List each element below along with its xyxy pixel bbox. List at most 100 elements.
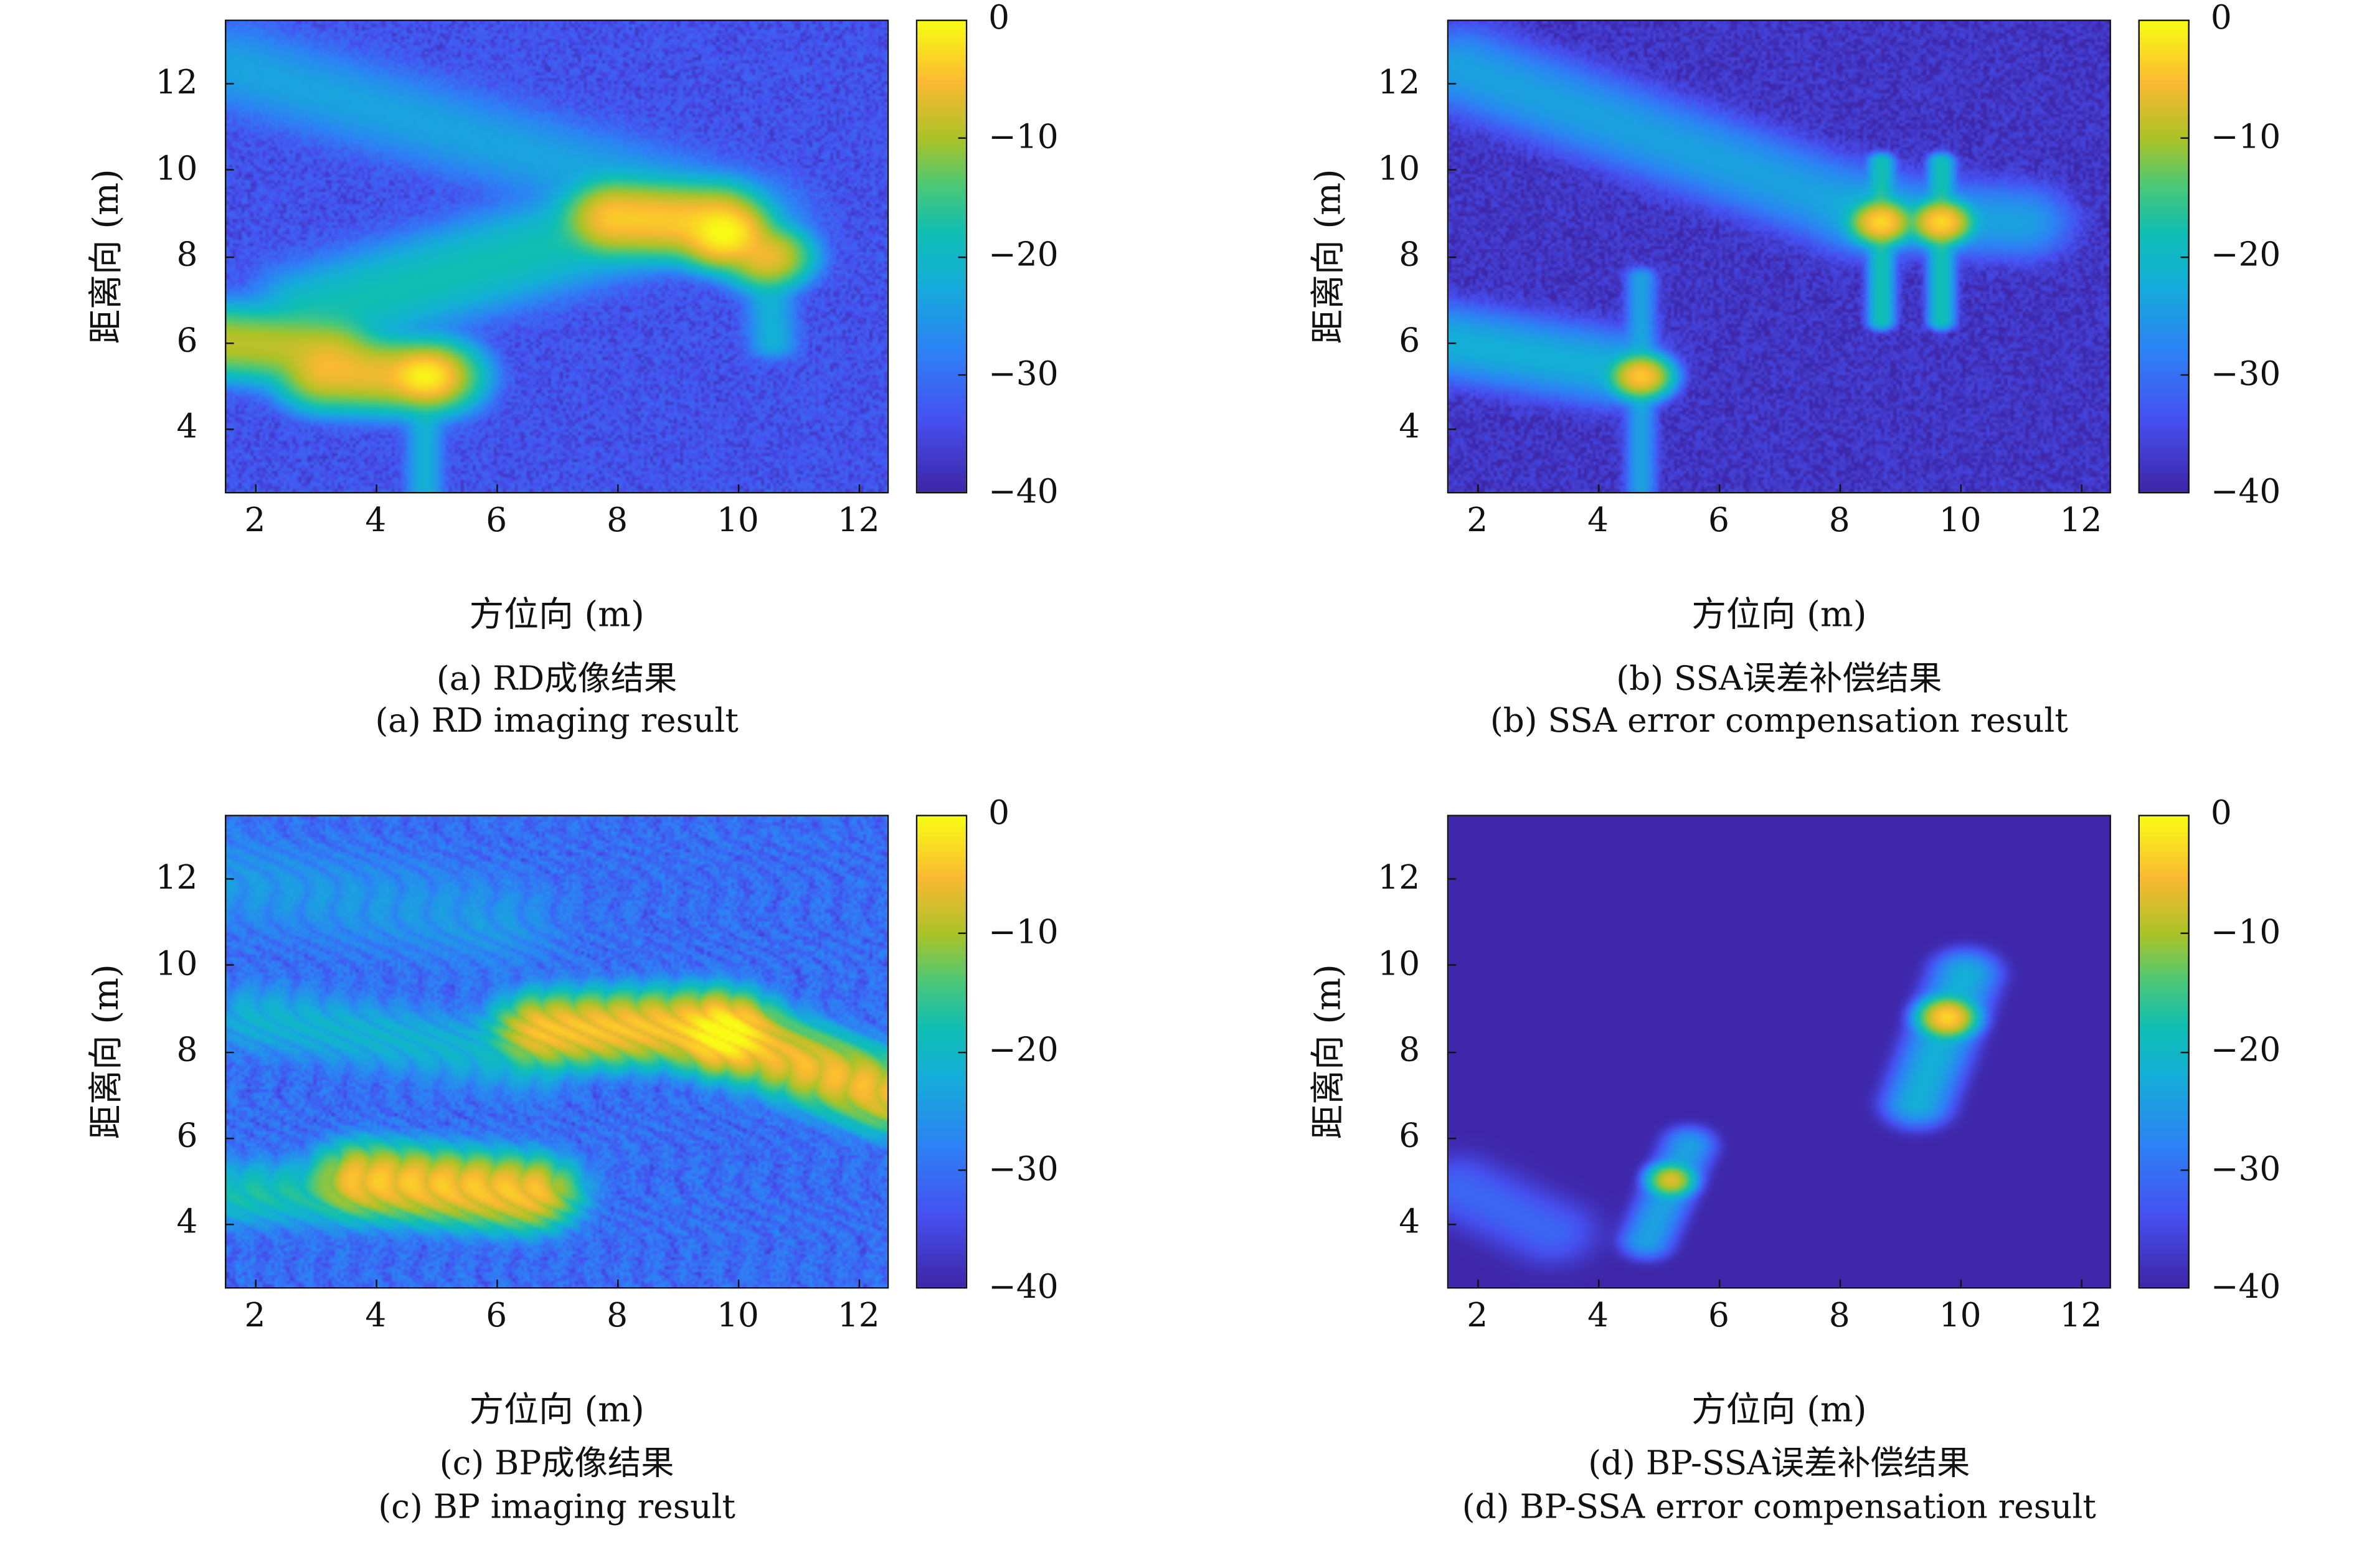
- x-tick-mark: [1718, 1279, 1720, 1287]
- y-tick-label: 6: [176, 323, 198, 361]
- y-tick-mark: [226, 255, 234, 258]
- y-axis-label: 距离向 (m): [1310, 964, 1350, 1140]
- x-tick-mark: [1959, 484, 1961, 492]
- y-tick-mark: [226, 428, 234, 430]
- chart-panel-a: 2 4 6 8 10 12 4 6 8 10 12 0 −10 −20 −30 −40 方位向 (m) 距离向 (…: [0, 0, 1177, 773]
- colorbar-tick-label: −40: [988, 1268, 1059, 1307]
- x-tick-label: 10: [1939, 1297, 1982, 1336]
- y-tick-label: 12: [155, 64, 198, 103]
- y-tick-label: 4: [176, 409, 198, 447]
- heatmap-axes: [1447, 19, 2111, 494]
- x-tick-label: 2: [244, 502, 266, 541]
- x-tick-label: 12: [837, 502, 880, 541]
- colorbar-tick-label: 0: [988, 795, 1010, 833]
- y-axis-label: 距离向 (m): [87, 169, 127, 344]
- colorbar-tick-mark: [2180, 374, 2188, 376]
- colorbar-tick-label: −40: [2210, 1268, 2281, 1307]
- colorbar-tick-mark: [2180, 1051, 2188, 1053]
- x-axis-label: 方位向 (m): [1691, 1391, 1867, 1431]
- heatmap-axes: [1447, 815, 2111, 1289]
- colorbar-tick-label: −10: [2210, 118, 2281, 156]
- colorbar-tick-label: −30: [2210, 1150, 2281, 1189]
- x-tick-label: 8: [1828, 1297, 1850, 1336]
- colorbar-tick-label: 0: [2210, 795, 2232, 833]
- y-tick-mark: [1449, 1051, 1457, 1053]
- x-tick-mark: [2080, 1279, 2082, 1287]
- colorbar-tick-label: 0: [2210, 0, 2232, 38]
- y-tick-label: 10: [155, 151, 198, 189]
- x-tick-label: 12: [2059, 502, 2102, 541]
- colorbar-tick-label: 0: [988, 0, 1010, 38]
- caption-chinese: (a) RD成像结果: [436, 661, 678, 699]
- x-tick-label: 4: [365, 1297, 387, 1336]
- caption-english: (d) BP-SSA error compensation result: [1462, 1489, 2096, 1528]
- x-tick-mark: [2080, 484, 2082, 492]
- colorbar-gradient: [917, 816, 966, 1287]
- caption-english: (c) BP imaging result: [378, 1489, 735, 1528]
- colorbar-tick-label: −30: [2210, 355, 2281, 394]
- x-tick-label: 4: [365, 502, 387, 541]
- colorbar-tick-mark: [958, 137, 966, 139]
- x-tick-mark: [1597, 484, 1599, 492]
- y-tick-mark: [1449, 1223, 1457, 1225]
- y-tick-mark: [1449, 428, 1457, 430]
- x-tick-mark: [737, 484, 739, 492]
- y-tick-mark: [226, 169, 234, 171]
- colorbar-tick-mark: [2180, 1169, 2188, 1171]
- x-axis-label: 方位向 (m): [469, 1391, 645, 1431]
- heatmap-axes: [225, 815, 889, 1289]
- x-tick-mark: [254, 484, 256, 492]
- colorbar-tick-mark: [2180, 932, 2188, 934]
- colorbar-tick-mark: [2180, 137, 2188, 139]
- x-tick-label: 6: [486, 1297, 508, 1336]
- colorbar-tick-mark: [2180, 255, 2188, 258]
- x-tick-mark: [495, 484, 498, 492]
- colorbar: [2138, 19, 2190, 494]
- chart-panel-d: 2 4 6 8 10 12 4 6 8 10 12 0 −10 −20 −30 −40 方位向 (m) 距离向 (…: [1222, 795, 2354, 1568]
- y-tick-label: 6: [176, 1118, 198, 1156]
- y-tick-label: 4: [1399, 409, 1420, 447]
- x-tick-label: 2: [1467, 1297, 1488, 1336]
- colorbar-tick-label: −20: [988, 1032, 1059, 1070]
- x-tick-mark: [1477, 1279, 1478, 1287]
- chart-panel-b: 2 4 6 8 10 12 4 6 8 10 12 0 −10 −20 −30 −40 方位向 (m) 距离向 (…: [1222, 0, 2354, 773]
- x-tick-label: 6: [1708, 1297, 1729, 1336]
- x-tick-mark: [1838, 1279, 1840, 1287]
- colorbar-tick-label: −10: [2210, 914, 2281, 952]
- y-axis-label: 距离向 (m): [1310, 169, 1350, 344]
- y-tick-mark: [1449, 1136, 1457, 1139]
- x-tick-mark: [1838, 484, 1840, 492]
- x-tick-mark: [375, 484, 377, 492]
- x-tick-label: 2: [244, 1297, 266, 1336]
- y-tick-label: 12: [1378, 859, 1420, 898]
- x-tick-mark: [375, 1279, 377, 1287]
- y-tick-label: 8: [176, 237, 198, 275]
- y-tick-mark: [1449, 342, 1457, 344]
- colorbar-gradient: [2139, 816, 2188, 1287]
- heatmap-image: [1449, 21, 2110, 492]
- x-tick-label: 2: [1467, 502, 1488, 541]
- y-axis-label: 距离向 (m): [87, 964, 127, 1140]
- colorbar-tick-label: −20: [2210, 1032, 2281, 1070]
- colorbar-tick-mark: [958, 932, 966, 934]
- y-tick-label: 6: [1399, 1118, 1420, 1156]
- x-tick-label: 6: [1708, 502, 1729, 541]
- colorbar-tick-mark: [958, 255, 966, 258]
- y-tick-mark: [226, 879, 234, 881]
- x-tick-mark: [1477, 484, 1478, 492]
- y-tick-label: 8: [1399, 237, 1420, 275]
- caption-chinese: (b) SSA误差补偿结果: [1616, 661, 1942, 699]
- x-tick-label: 4: [1587, 1297, 1609, 1336]
- x-tick-mark: [254, 1279, 256, 1287]
- colorbar-tick-label: −20: [2210, 237, 2281, 275]
- x-tick-label: 8: [607, 1297, 628, 1336]
- colorbar-tick-label: −10: [988, 118, 1059, 156]
- colorbar-tick-label: −30: [988, 355, 1059, 394]
- colorbar-tick-label: −10: [988, 914, 1059, 952]
- heatmap-image: [226, 21, 887, 492]
- y-tick-label: 8: [176, 1032, 198, 1070]
- colorbar-tick-label: −40: [2210, 473, 2281, 512]
- colorbar-tick-mark: [958, 1169, 966, 1171]
- y-tick-mark: [226, 1136, 234, 1139]
